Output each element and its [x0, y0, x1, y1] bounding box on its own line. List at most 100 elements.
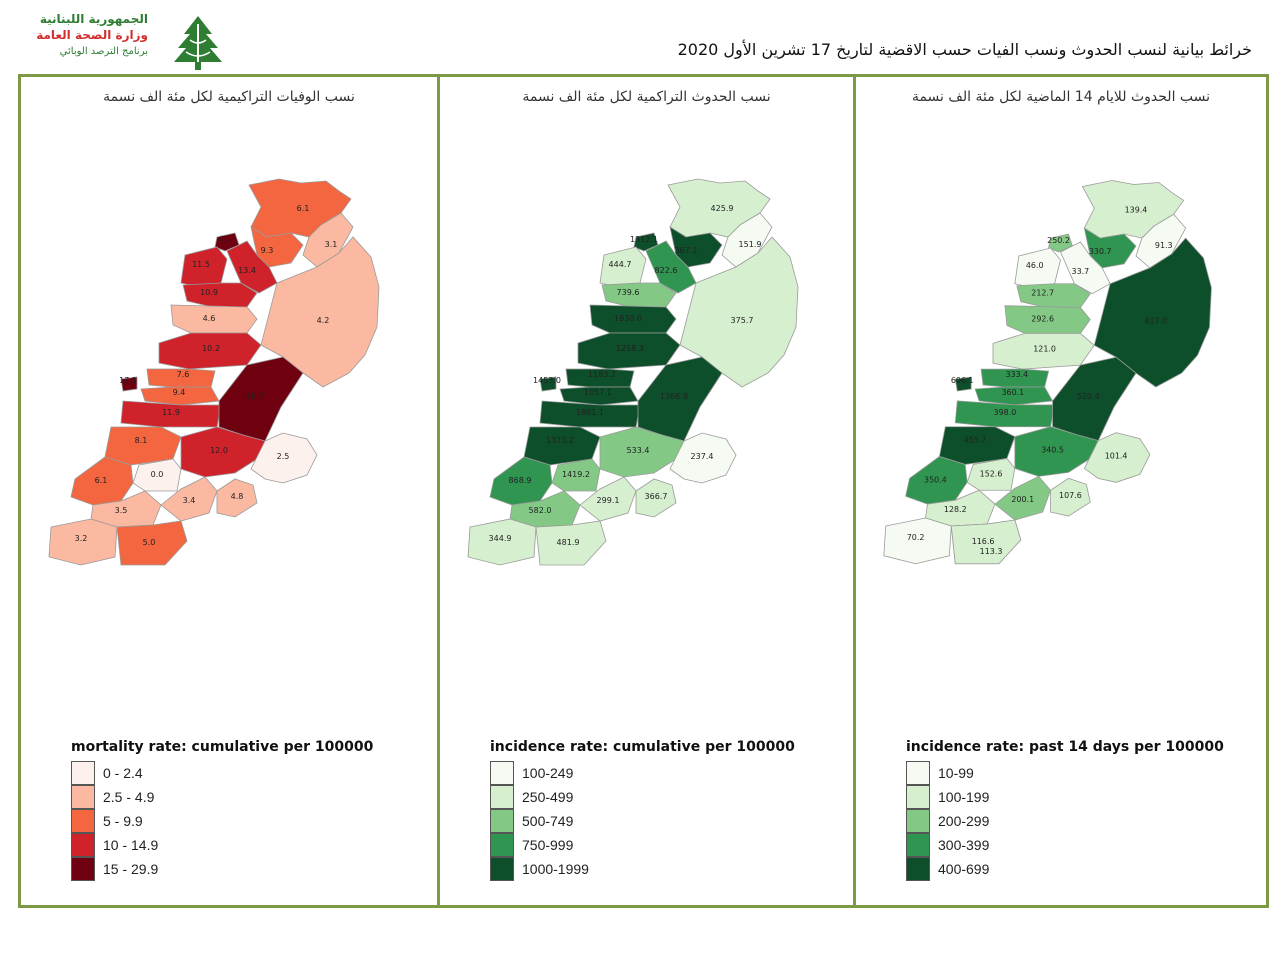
- district-value-label: 6.1: [297, 204, 310, 213]
- legend-label: 200-299: [938, 813, 990, 829]
- legend-label: 10-99: [938, 765, 974, 781]
- district-value-label: 822.6: [655, 266, 678, 275]
- district-value-label: 250.2: [1047, 236, 1070, 245]
- district-region: [216, 478, 258, 518]
- legend-label: 750-999: [522, 837, 574, 853]
- district-value-label: 606.1: [951, 376, 974, 385]
- district-value-label: 2.5: [277, 452, 290, 461]
- district-value-label: 107.6: [1059, 491, 1082, 500]
- district-region: [577, 332, 681, 370]
- district-value-label: 70.2: [907, 533, 925, 542]
- district-value-label: 212.7: [1031, 289, 1054, 298]
- legend-label: 300-399: [938, 837, 990, 853]
- legend-swatch: [71, 785, 95, 809]
- district-region: [120, 376, 138, 392]
- legend-label: 500-749: [522, 813, 574, 829]
- district-value-label: 425.9: [711, 204, 734, 213]
- legend-swatch: [71, 833, 95, 857]
- legend-mortality: mortality rate: cumulative per 100000 0 …: [71, 739, 373, 881]
- district-value-label: 128.2: [944, 505, 967, 514]
- district-region: [116, 520, 188, 566]
- district-region: [489, 456, 553, 506]
- district-value-label: 868.9: [509, 476, 532, 485]
- district-value-label: 1930.0: [614, 314, 642, 323]
- legend-label: 1000-1999: [522, 861, 589, 877]
- legend-swatch: [906, 857, 930, 881]
- district-value-label: 13.4: [238, 266, 256, 275]
- cedar-emblem-icon: [174, 16, 222, 70]
- legend-item: 10-99: [906, 761, 1224, 785]
- legend-item: 750-999: [490, 833, 795, 857]
- legend-swatch: [490, 785, 514, 809]
- district-region: [601, 282, 677, 310]
- legend-past14-incidence: incidence rate: past 14 days per 100000 …: [906, 739, 1224, 881]
- legend-label: 100-249: [522, 765, 574, 781]
- legend-swatch: [490, 809, 514, 833]
- district-region: [158, 332, 262, 370]
- district-value-label: 481.9: [557, 538, 580, 547]
- district-value-label: 17.1: [119, 376, 137, 385]
- district-value-label: 237.4: [691, 452, 714, 461]
- panel-past14-incidence: نسب الحدوث للايام 14 الماضية لكل مئة الف…: [853, 77, 1266, 905]
- district-value-label: 292.6: [1031, 314, 1054, 323]
- legend-title: incidence rate: past 14 days per 100000: [906, 739, 1224, 755]
- legend-item: 2.5 - 4.9: [71, 785, 373, 809]
- district-value-label: 375.7: [731, 316, 754, 325]
- legend-label: 250-499: [522, 789, 574, 805]
- panel-mortality: نسب الوفيات التراكيمية لكل مئة الف نسمة …: [21, 77, 437, 905]
- district-value-label: 533.4: [627, 446, 650, 455]
- district-region: [70, 456, 134, 506]
- district-region: [883, 517, 952, 565]
- map-past14-incidence: 139.4 250.2 46.0 330.7 91.3 33.7 212.7 292.6 417…: [883, 180, 1212, 565]
- district-value-label: 7.6: [177, 370, 190, 379]
- district-value-label: 455.7: [964, 436, 987, 445]
- district-value-label: 9.3: [261, 246, 274, 255]
- district-value-label: 46.0: [1026, 261, 1044, 270]
- panel-title: نسب الحدوث التراكمية لكل مئة الف نسمة: [522, 89, 771, 105]
- district-value-label: 1057.1: [584, 388, 612, 397]
- district-region: [1050, 477, 1091, 517]
- logo-line-program: برنامج الترصد الوبائي: [59, 46, 148, 57]
- district-value-label: 151.9: [739, 240, 762, 249]
- legend-item: 200-299: [906, 809, 1224, 833]
- ministry-logo: الجمهورية اللبنانية وزارة الصحة العامة ب…: [18, 12, 222, 72]
- district-value-label: 33.7: [1072, 267, 1090, 276]
- legend-swatch: [490, 833, 514, 857]
- district-value-label: 360.1: [1001, 388, 1024, 397]
- district-value-label: 200.1: [1011, 495, 1034, 504]
- maps-frame: نسب الوفيات التراكيمية لكل مئة الف نسمة …: [18, 74, 1269, 908]
- legend-swatch: [71, 857, 95, 881]
- district-value-label: 11.9: [162, 408, 180, 417]
- district-value-label: 1373.2: [546, 436, 574, 445]
- legend-item: 400-699: [906, 857, 1224, 881]
- district-region: [182, 282, 258, 310]
- logo-line-republic: الجمهورية اللبنانية: [39, 12, 148, 26]
- district-value-label: 91.3: [1155, 241, 1173, 250]
- district-region: [992, 332, 1095, 370]
- district-region: [535, 520, 607, 566]
- legend-item: 10 - 14.9: [71, 833, 373, 857]
- legend-item: 0 - 2.4: [71, 761, 373, 785]
- legend-item: 100-249: [490, 761, 795, 785]
- legend-label: 5 - 9.9: [103, 813, 143, 829]
- legend-title: incidence rate: cumulative per 100000: [490, 739, 795, 755]
- district-value-label: 739.6: [617, 288, 640, 297]
- legend-item: 15 - 29.9: [71, 857, 373, 881]
- district-value-label: 113.3: [980, 547, 1003, 556]
- legend-label: 2.5 - 4.9: [103, 789, 155, 805]
- district-region: [669, 432, 737, 484]
- district-value-label: 350.4: [924, 475, 947, 484]
- district-value-label: 10.2: [202, 344, 220, 353]
- district-value-label: 1861.1: [576, 408, 604, 417]
- district-value-label: 21: [220, 235, 230, 244]
- map-cumulative-incidence: 425.9 1312.1 444.7 367.1 151.9 822.6 739.6 1930…: [467, 178, 799, 566]
- district-value-label: 417.0: [1144, 316, 1167, 325]
- district-value-label: 9.4: [173, 388, 186, 397]
- district-value-label: 444.7: [609, 260, 632, 269]
- district-region: [905, 456, 968, 505]
- legend-cumulative-incidence: incidence rate: cumulative per 100000 10…: [490, 739, 795, 881]
- district-region: [635, 478, 677, 518]
- logo-line-ministry: وزارة الصحة العامة: [36, 28, 148, 42]
- district-value-label: 366.7: [645, 492, 668, 501]
- district-value-label: 582.0: [529, 506, 552, 515]
